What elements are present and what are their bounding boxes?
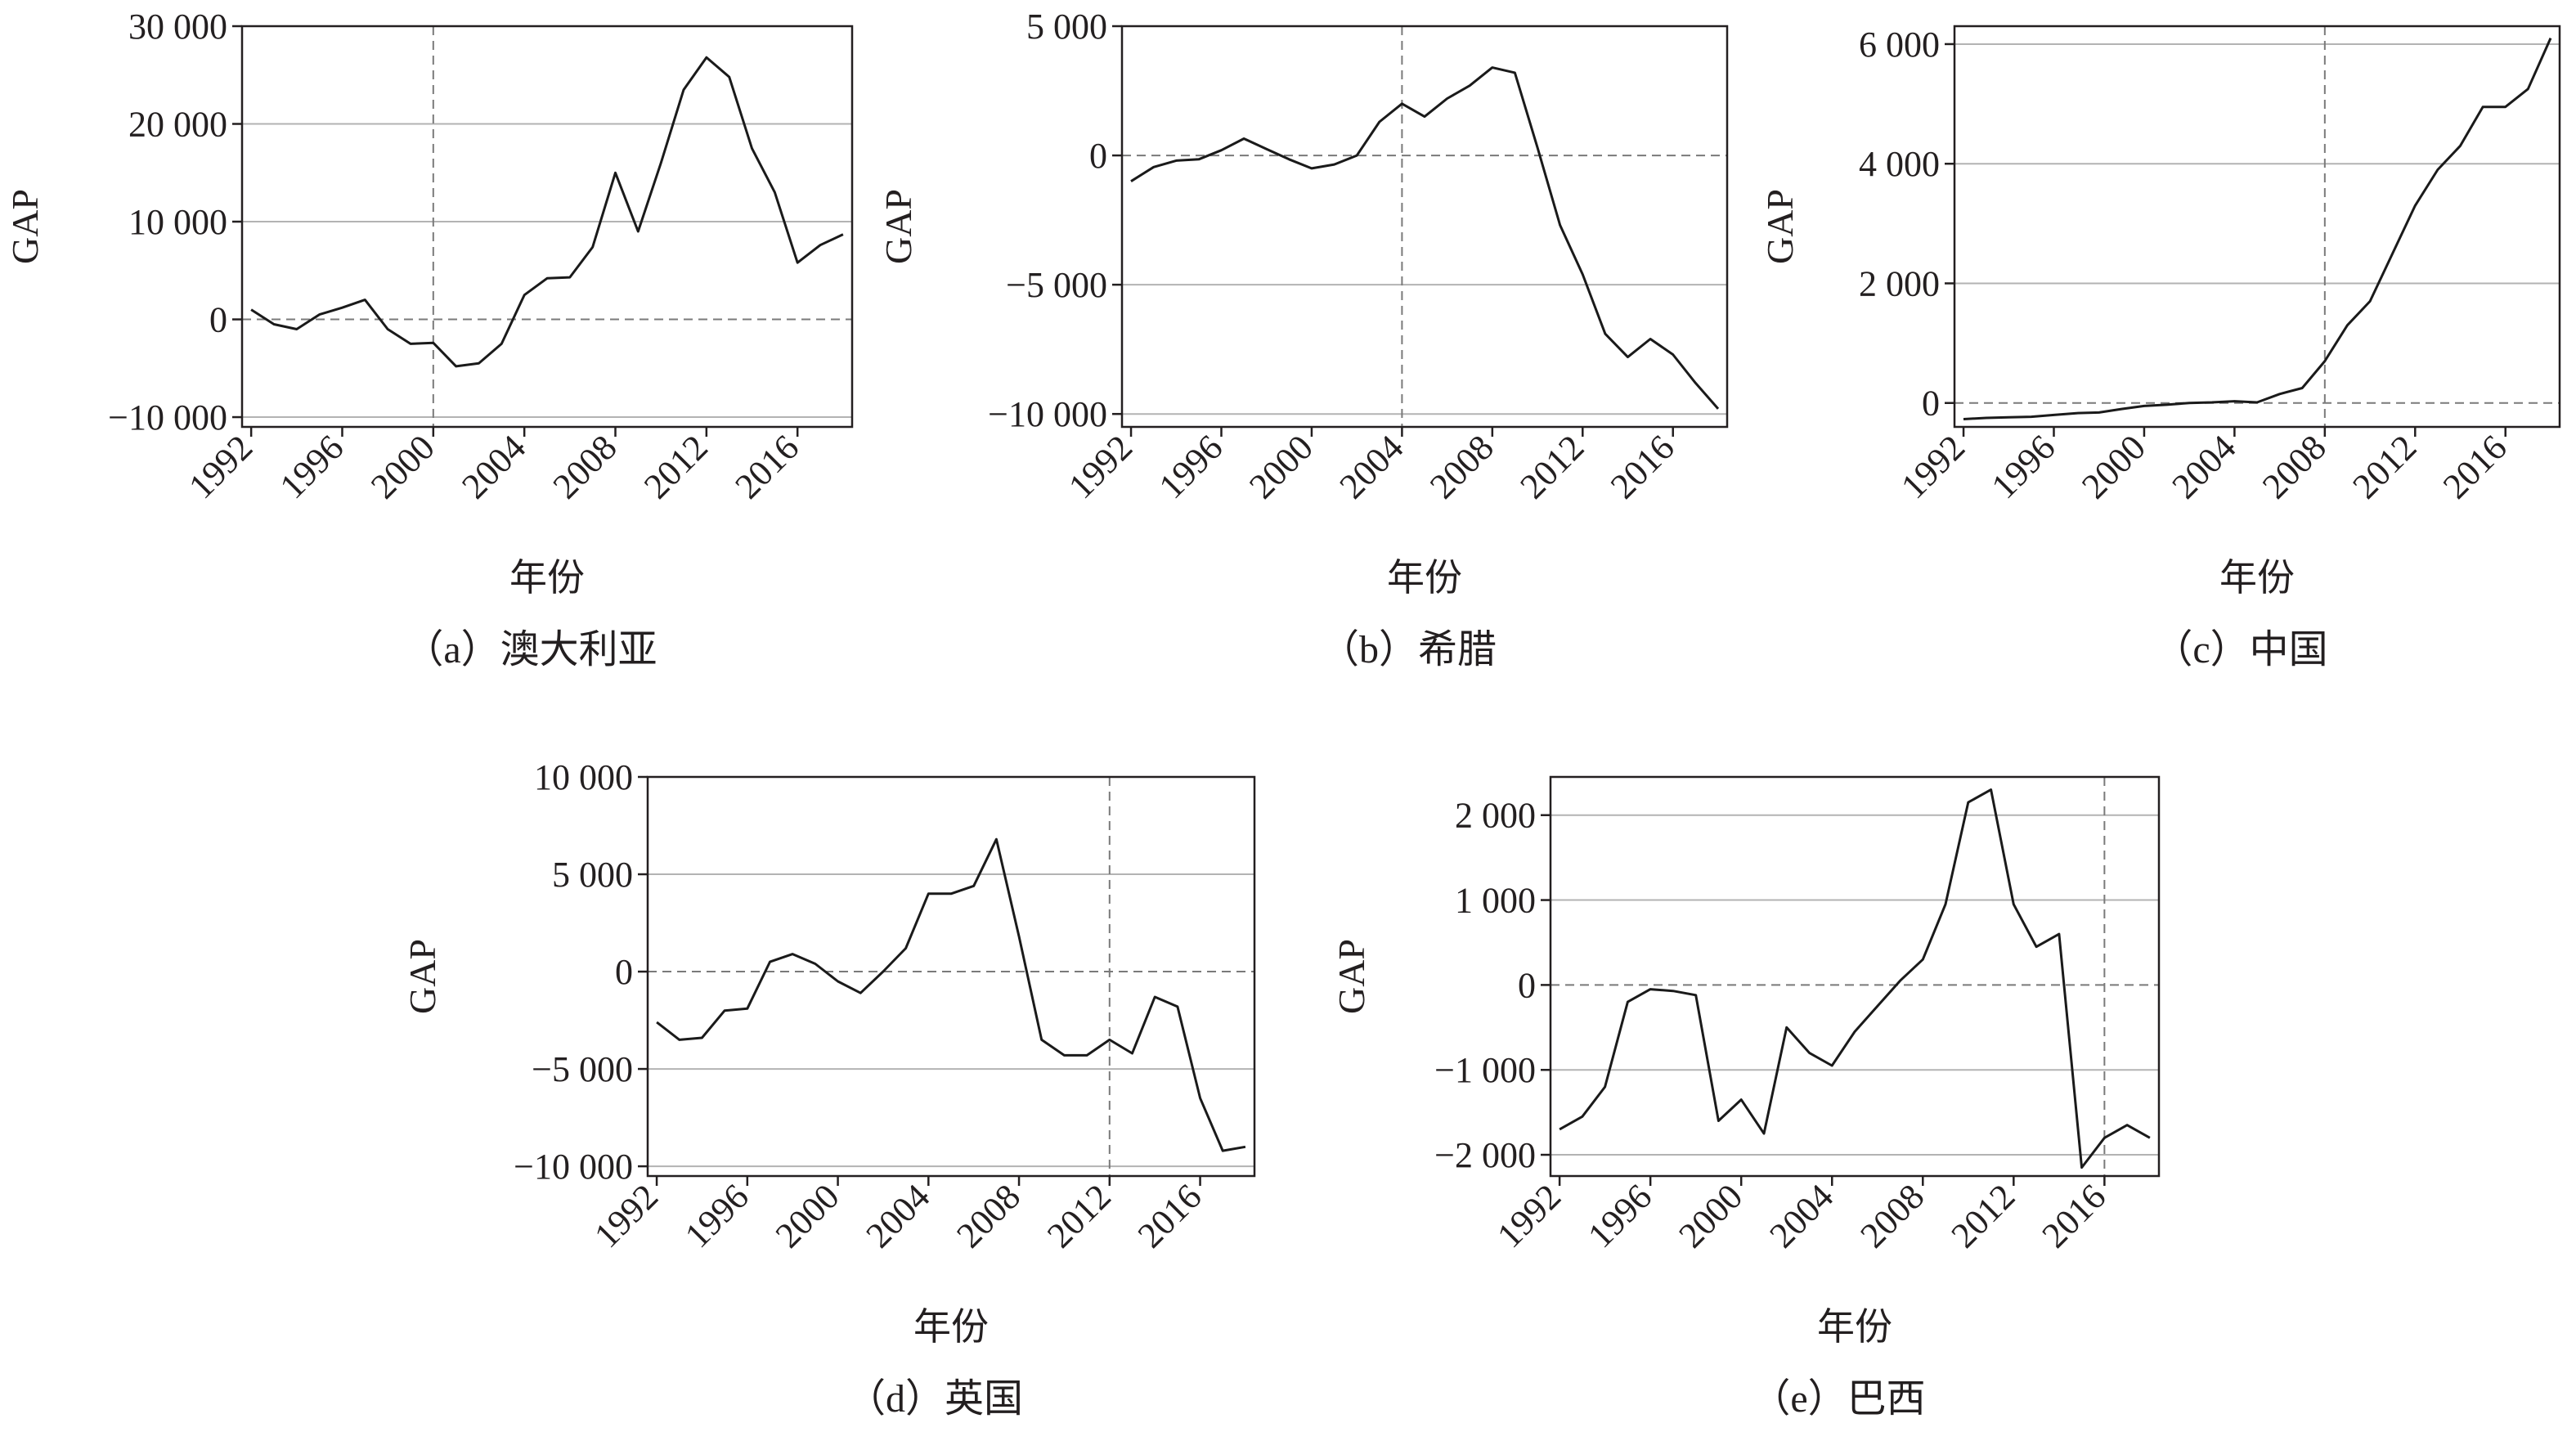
x-axis-title: 年份: [1387, 557, 1462, 599]
series-line: [656, 837, 1246, 1152]
x-tick-label: 1996: [1580, 1176, 1659, 1255]
series-line: [1963, 37, 2552, 420]
y-tick-label: 2 000: [1859, 263, 1940, 303]
y-axis-title: GAP: [877, 189, 919, 264]
y-tick-label: 20 000: [128, 105, 227, 145]
plot-frame: [1549, 775, 2161, 1178]
x-tick-label: 2016: [1130, 1176, 1209, 1255]
x-tick-label: 2008: [949, 1176, 1028, 1255]
y-tick-label: 10 000: [128, 202, 227, 242]
y-tick-label: 10 000: [534, 757, 633, 797]
x-tick-label: 2008: [545, 427, 625, 506]
y-tick-label: −5 000: [1006, 265, 1107, 305]
y-axis-title: GAP: [1759, 189, 1801, 264]
x-axis-title: 年份: [1817, 1306, 1892, 1348]
x-tick-label: 1992: [181, 427, 260, 506]
x-tick-label: 2008: [1422, 427, 1501, 506]
x-tick-label: 2004: [454, 427, 533, 506]
y-tick-label: 6 000: [1859, 25, 1940, 65]
y-tick-label: −10 000: [514, 1147, 633, 1187]
x-tick-label: 2004: [2165, 427, 2244, 506]
panel-caption: （a）澳大利亚: [404, 628, 657, 671]
x-tick-label: 2016: [2035, 1176, 2114, 1255]
panel-caption: （e）巴西: [1751, 1377, 1925, 1421]
x-tick-label: 2000: [1671, 1176, 1750, 1255]
y-tick-label: −10 000: [988, 394, 1107, 434]
x-tick-label: 1996: [272, 427, 352, 506]
y-tick-label: 0: [209, 300, 227, 340]
y-axis-title: GAP: [1331, 939, 1372, 1014]
y-tick-label: 5 000: [1026, 7, 1107, 47]
y-tick-label: −10 000: [108, 397, 227, 438]
x-tick-label: 2008: [2255, 427, 2334, 506]
series-line: [1130, 66, 1720, 410]
y-tick-label: −5 000: [532, 1049, 633, 1089]
x-tick-label: 1992: [586, 1176, 666, 1255]
y-tick-label: −1 000: [1434, 1050, 1536, 1090]
series-line: [250, 56, 844, 368]
x-tick-label: 1992: [1489, 1176, 1568, 1255]
y-tick-label: −2 000: [1434, 1135, 1536, 1175]
y-axis-title: GAP: [402, 939, 443, 1014]
series-line: [1559, 788, 2151, 1169]
x-tick-label: 2016: [727, 427, 806, 506]
x-tick-label: 2012: [1944, 1176, 2023, 1255]
x-tick-label: 2016: [2435, 427, 2515, 506]
x-tick-label: 1996: [677, 1176, 756, 1255]
plot-frame: [240, 25, 854, 429]
x-tick-label: 2012: [636, 427, 716, 506]
y-tick-label: 5 000: [552, 855, 633, 895]
y-tick-label: 0: [1518, 965, 1536, 1005]
y-tick-label: 0: [615, 952, 633, 992]
plot-frame: [1120, 25, 1729, 429]
x-tick-label: 2012: [1039, 1176, 1119, 1255]
plot-frame: [646, 775, 1256, 1178]
x-tick-label: 1996: [1984, 427, 2063, 506]
x-tick-label: 2004: [1761, 1176, 1841, 1255]
y-axis-title: GAP: [4, 189, 46, 264]
x-tick-label: 2012: [2345, 427, 2424, 506]
x-axis-title: 年份: [2219, 557, 2295, 599]
y-tick-label: 0: [1922, 384, 1940, 424]
plot-frame: [1953, 25, 2561, 429]
x-tick-label: 1992: [1061, 427, 1140, 506]
x-tick-label: 2004: [1332, 427, 1411, 506]
panel-caption: （c）中国: [2153, 628, 2327, 671]
panel-c: 0 2 000 4 000 6 000 1992 1996 2000 2004 2008 2012…: [1759, 25, 2561, 671]
x-tick-label: 1996: [1151, 427, 1231, 506]
y-tick-label: 0: [1089, 136, 1107, 176]
x-tick-label: 1992: [1893, 427, 1972, 506]
panel-caption: （b）希腊: [1320, 628, 1497, 671]
x-tick-label: 2000: [2074, 427, 2153, 506]
x-tick-label: 2004: [859, 1176, 938, 1255]
x-tick-label: 2000: [768, 1176, 847, 1255]
y-tick-label: 1 000: [1455, 881, 1536, 921]
y-tick-label: 4 000: [1859, 144, 1940, 184]
y-tick-label: 2 000: [1455, 796, 1536, 836]
x-tick-label: 2016: [1603, 427, 1682, 506]
y-tick-label: 30 000: [128, 7, 227, 47]
x-tick-label: 2000: [363, 427, 442, 506]
x-axis-title: 年份: [509, 557, 585, 599]
x-tick-label: 2008: [1852, 1176, 1932, 1255]
x-tick-label: 2000: [1241, 427, 1321, 506]
x-tick-label: 2012: [1512, 427, 1591, 506]
x-axis-title: 年份: [913, 1306, 989, 1348]
panel-caption: （d）英国: [846, 1377, 1023, 1421]
